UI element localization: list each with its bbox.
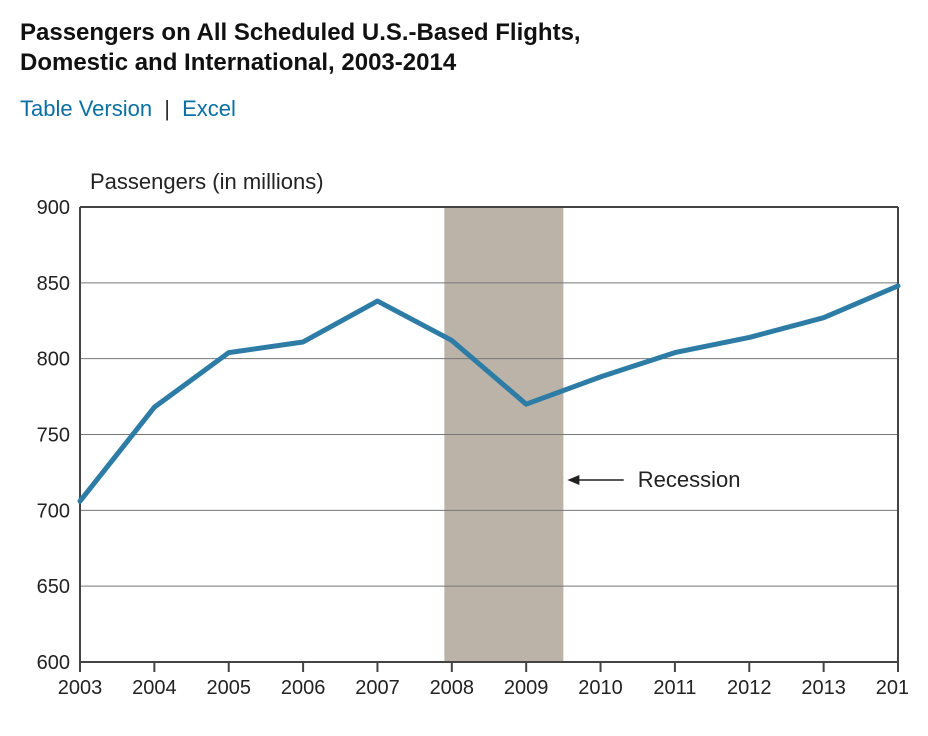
line-chart: 600 650 700 750 800 850 900 2003 2004 2005 2006 200…: [20, 152, 908, 712]
chart-title: Passengers on All Scheduled U.S.-Based F…: [20, 18, 908, 78]
y-tick-label: 900: [37, 197, 70, 219]
y-tick-label: 650: [37, 576, 70, 598]
chart-svg: 600 650 700 750 800 850 900 2003 2004 2005 2006 200…: [20, 152, 908, 712]
x-tick-label: 2014: [876, 677, 908, 699]
y-tick-label: 850: [37, 273, 70, 295]
table-version-link[interactable]: Table Version: [20, 96, 152, 121]
x-tick-label: 2011: [653, 677, 696, 699]
x-tick-label: 2007: [355, 677, 400, 699]
y-axis-title: Passengers (in millions): [90, 169, 324, 194]
excel-link[interactable]: Excel: [182, 96, 236, 121]
export-links: Table Version | Excel: [20, 96, 908, 122]
x-tick-label: 2012: [727, 677, 772, 699]
recession-label: Recession: [638, 467, 741, 492]
x-tick-label: 2006: [281, 677, 326, 699]
x-tick-label: 2003: [58, 677, 103, 699]
y-tick-label: 800: [37, 349, 70, 371]
x-tick-label: 2005: [206, 677, 251, 699]
links-separator: |: [164, 96, 170, 121]
x-tick-label: 2004: [132, 677, 177, 699]
x-tick-label: 2010: [578, 677, 623, 699]
y-tick-label: 750: [37, 425, 70, 447]
x-tick-label: 2013: [801, 677, 846, 699]
title-line-2: Domestic and International, 2003-2014: [20, 49, 456, 76]
x-tick-label: 2009: [504, 677, 549, 699]
x-tick-label: 2008: [430, 677, 475, 699]
y-tick-label: 600: [37, 652, 70, 674]
title-line-1: Passengers on All Scheduled U.S.-Based F…: [20, 19, 581, 46]
y-tick-label: 700: [37, 500, 70, 522]
